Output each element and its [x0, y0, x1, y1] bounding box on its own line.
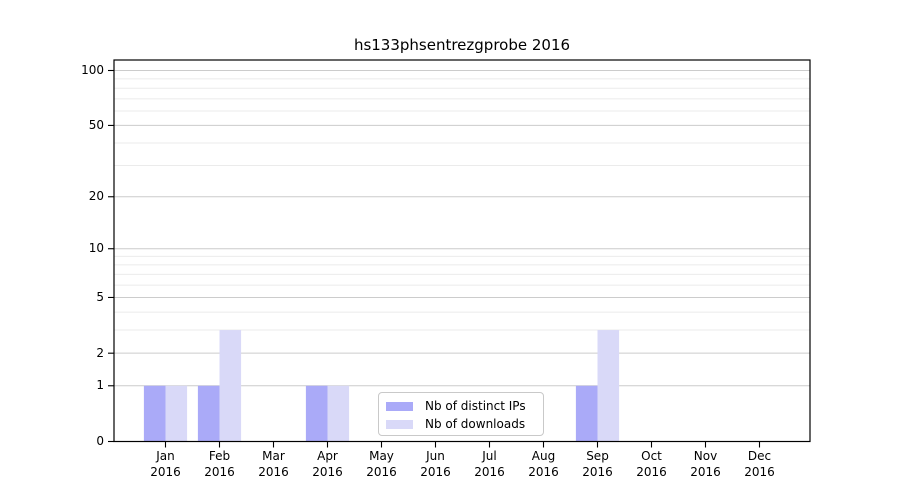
bar-distinct-ips: [575, 385, 598, 442]
bar-distinct-ips: [197, 385, 220, 442]
bar-distinct-ips: [143, 385, 166, 442]
legend-swatch-distinct-ips: [386, 401, 413, 411]
legend-label-distinct-ips: Nb of distinct IPs: [425, 399, 526, 413]
chart-title: hs133phsentrezgprobe 2016: [353, 36, 571, 54]
legend: Nb of distinct IPs Nb of downloads: [378, 392, 544, 436]
bar-downloads: [597, 330, 620, 442]
bar-downloads: [327, 385, 350, 442]
legend-label-downloads: Nb of downloads: [425, 417, 526, 431]
bar-downloads: [219, 330, 242, 442]
legend-item-downloads: Nb of downloads: [386, 415, 543, 433]
bar-downloads: [165, 385, 188, 442]
legend-item-distinct-ips: Nb of distinct IPs: [386, 397, 543, 415]
legend-swatch-downloads: [386, 419, 413, 429]
bar-distinct-ips: [305, 385, 328, 442]
plot-border: [113, 59, 811, 443]
